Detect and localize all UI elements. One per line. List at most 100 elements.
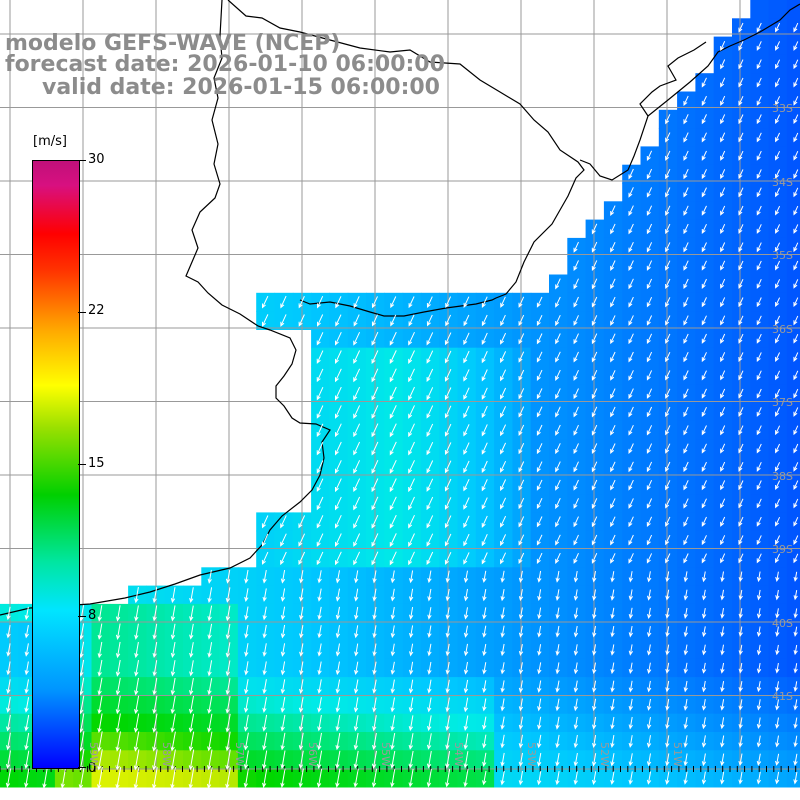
wind-arrow <box>97 695 103 715</box>
wind-arrow <box>371 350 379 365</box>
wind-cell <box>256 567 276 587</box>
wind-cell <box>329 713 349 733</box>
wind-cell <box>494 640 513 660</box>
wind-cell <box>677 292 696 312</box>
wind-arrow <box>775 205 781 216</box>
wind-arrow <box>573 278 579 290</box>
latitude-label: 35S <box>772 249 793 262</box>
wind-cell <box>585 439 605 459</box>
wind-cell <box>750 274 770 294</box>
wind-arrow <box>775 516 781 527</box>
wind-arrow <box>500 369 507 382</box>
wind-cell <box>347 658 367 678</box>
wind-arrow <box>299 625 304 639</box>
wind-cell <box>750 640 770 660</box>
wind-cell <box>732 402 751 422</box>
wind-cell <box>402 585 422 605</box>
wind-cell <box>622 640 642 660</box>
wind-cell <box>713 695 733 715</box>
wind-arrow <box>775 59 781 70</box>
wind-arrow <box>793 242 799 253</box>
wind-cell <box>622 732 642 751</box>
wind-arrow <box>170 642 176 659</box>
wind-arrow <box>646 187 653 198</box>
wind-arrow <box>793 553 799 564</box>
wind-cell <box>420 457 440 477</box>
wind-cell <box>603 475 623 495</box>
wind-arrow <box>317 643 322 657</box>
wind-arrow <box>793 535 799 545</box>
wind-cell <box>567 475 587 495</box>
wind-cell <box>311 768 330 788</box>
wind-cell <box>622 256 642 276</box>
wind-cell <box>237 567 257 587</box>
wind-cell <box>713 585 733 605</box>
wind-cell <box>0 695 19 715</box>
wind-arrow <box>353 331 361 346</box>
wind-arrow <box>610 296 616 308</box>
wind-arrow <box>426 387 434 401</box>
wind-arrow <box>262 679 267 695</box>
wind-arrow <box>720 644 725 656</box>
wind-arrow <box>463 552 470 565</box>
wind-arrow <box>738 352 744 363</box>
wind-arrow <box>701 735 707 748</box>
wind-cell <box>585 750 605 770</box>
wind-cell <box>677 549 696 568</box>
wind-cell <box>512 329 532 349</box>
wind-cell <box>402 366 422 385</box>
wind-arrow <box>555 406 561 418</box>
wind-cell <box>750 219 770 239</box>
wind-cell <box>768 402 788 422</box>
wind-arrow <box>225 605 231 622</box>
wind-cell <box>164 768 184 788</box>
wind-arrow <box>389 386 397 401</box>
wind-arrow <box>536 406 543 418</box>
wind-arrow <box>189 642 194 658</box>
wind-cell <box>420 311 440 330</box>
wind-arrow <box>463 332 470 346</box>
wind-cell <box>713 73 733 93</box>
wind-arrow <box>481 369 488 382</box>
wind-cell <box>732 494 751 513</box>
wind-cell <box>347 494 367 513</box>
wind-cell <box>439 402 459 422</box>
wind-arrow <box>371 441 379 456</box>
wind-cell <box>677 658 696 678</box>
wind-arrow <box>775 260 781 271</box>
wind-cell <box>622 439 642 459</box>
wind-cell <box>713 402 733 422</box>
wind-arrow <box>573 479 579 491</box>
wind-arrow <box>353 296 360 309</box>
wind-cell <box>567 256 587 276</box>
wind-arrow <box>280 314 287 327</box>
wind-cell <box>329 512 349 532</box>
wind-cell <box>677 219 696 239</box>
wind-arrow <box>646 443 653 454</box>
wind-arrow <box>207 749 213 771</box>
wind-arrow <box>701 114 707 125</box>
colorbar-label-min: 0 <box>88 761 97 776</box>
wind-cell <box>109 713 129 733</box>
wind-arrow <box>408 368 415 383</box>
wind-cell <box>512 494 532 513</box>
wind-cell <box>494 457 513 477</box>
wind-arrow <box>354 625 359 639</box>
wind-arrow <box>628 479 634 491</box>
wind-arrow <box>573 296 579 308</box>
wind-cell <box>91 677 111 696</box>
wind-arrow <box>316 441 324 456</box>
wind-cell <box>420 420 440 440</box>
wind-arrow <box>775 608 780 619</box>
wind-cell <box>622 549 642 568</box>
wind-arrow <box>775 589 780 601</box>
wind-arrow <box>518 698 524 712</box>
wind-cell <box>201 677 221 696</box>
wind-cell <box>585 219 605 239</box>
wind-arrow <box>317 661 322 676</box>
wind-cell <box>0 622 19 642</box>
wind-cell <box>640 420 660 440</box>
wind-cell <box>677 695 696 715</box>
wind-arrow <box>775 22 781 33</box>
wind-cell <box>329 768 349 788</box>
